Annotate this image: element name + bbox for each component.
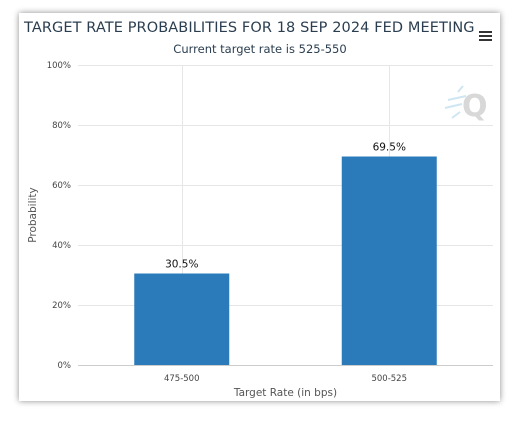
menu-line-2: [479, 35, 492, 37]
chart-subtitle: Current target rate is 525-550: [173, 42, 347, 56]
x-axis-label: Target Rate (in bps): [233, 387, 337, 399]
y-tick-label: 60%: [52, 181, 71, 191]
y-axis-ticks: 0% 20% 40% 60% 80% 100%: [47, 61, 71, 371]
watermark-stroke: [447, 95, 467, 101]
y-tick-label: 40%: [52, 241, 71, 251]
y-axis-label: Probability: [27, 187, 39, 243]
x-axis-ticks: 475-500 500-525: [164, 374, 407, 384]
menu-line-1: [479, 31, 492, 33]
bar: [341, 156, 437, 365]
y-tick-label: 20%: [52, 301, 71, 311]
watermark-logo: Q: [444, 85, 488, 124]
x-tick-label: 500-525: [371, 374, 407, 384]
bars: [134, 156, 437, 365]
y-tick-label: 0%: [58, 361, 72, 371]
watermark-stroke: [457, 85, 464, 93]
watermark-stroke: [451, 111, 461, 119]
hamburger-menu-icon[interactable]: [479, 31, 492, 42]
bar-data-label: 69.5%: [373, 142, 406, 154]
watermark-stroke: [444, 103, 463, 109]
chart-title: TARGET RATE PROBABILITIES FOR 18 SEP 202…: [24, 20, 475, 36]
bar: [134, 273, 230, 365]
watermark-letter: Q: [462, 89, 488, 124]
bar-data-label: 30.5%: [165, 259, 198, 271]
y-tick-label: 80%: [52, 121, 71, 131]
x-tick-label: 475-500: [164, 374, 200, 384]
menu-line-3: [479, 39, 492, 41]
data-labels: 30.5% 69.5%: [165, 142, 406, 271]
y-tick-label: 100%: [47, 61, 71, 71]
